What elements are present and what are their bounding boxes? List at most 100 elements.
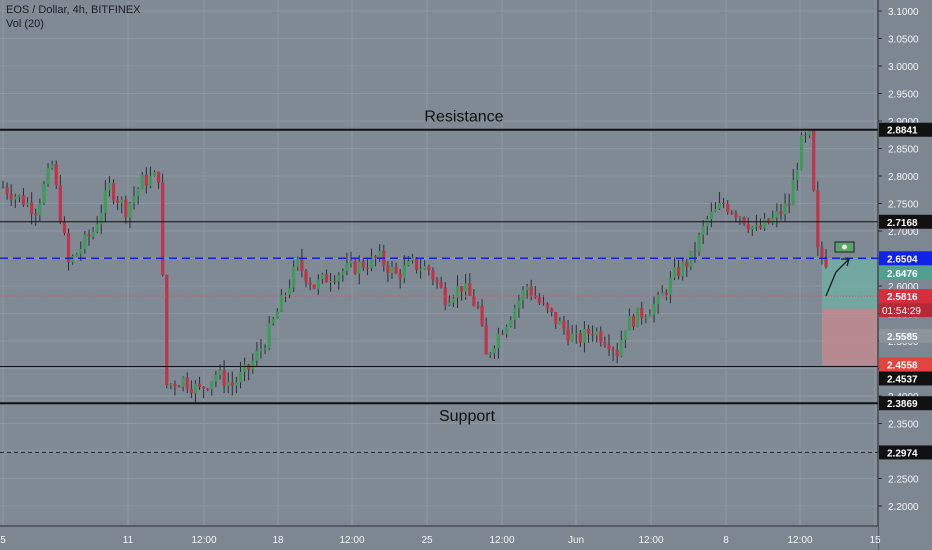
price-tick-label: 2.8000 (888, 172, 919, 183)
price-tag[interactable] (879, 214, 932, 229)
candle-bull (672, 267, 677, 278)
candle-bull (75, 253, 79, 256)
candle-bull (136, 188, 140, 196)
candle-bull (492, 348, 496, 354)
candle-bull (799, 135, 804, 170)
candle-bull (337, 274, 341, 282)
candle-bear (742, 217, 746, 224)
candle-bear (116, 200, 120, 203)
candle-bull (447, 302, 451, 306)
price-scale[interactable]: 3.1000 3.0500 3.0000 2.9500 2.9000 2.8500 2.80… (877, 0, 932, 550)
candle-bull (406, 260, 410, 266)
time-tick-label: 12:00 (191, 535, 216, 546)
candle-bear (676, 267, 681, 277)
price-tick-label: 2.7000 (888, 227, 919, 238)
candle-bull (271, 318, 275, 324)
candle-bull (619, 339, 623, 357)
candle-bear (333, 281, 337, 283)
candle-bear (5, 187, 9, 194)
candle-bear (562, 320, 566, 329)
price-tag[interactable] (879, 122, 932, 137)
price-tag[interactable] (879, 251, 932, 266)
candle-bear (394, 266, 398, 274)
candle-bull (292, 266, 296, 288)
time-axis[interactable]: 5 11 12:00 18 12:00 25 12:00 Jun 12:00 8 12:00 15 (0, 525, 881, 550)
price-tick-label: 2.6000 (888, 282, 919, 293)
price-tag[interactable] (879, 289, 932, 304)
candle-bear (247, 364, 251, 370)
candle-bull (402, 265, 406, 279)
time-tick-label: 11 (123, 535, 134, 546)
candle-bear (202, 386, 206, 389)
candle-bull (652, 304, 656, 315)
candle-bull (263, 348, 267, 350)
candle-bull (709, 211, 713, 219)
candle-bull (95, 224, 99, 232)
price-tag-label: 2.4558 (887, 360, 918, 371)
candle-bear (787, 203, 791, 206)
candle-bull (681, 261, 685, 277)
price-tag[interactable] (879, 357, 932, 372)
price-tag[interactable] (879, 396, 932, 411)
stop-zone[interactable] (822, 308, 877, 366)
candle-bull (455, 285, 460, 299)
horizontal-levels[interactable] (0, 128, 878, 453)
candle-bear (374, 256, 378, 259)
candle-bull (775, 211, 779, 218)
price-tick-label: 2.2000 (888, 502, 919, 513)
price-tag[interactable] (879, 371, 932, 386)
candle-bull (644, 317, 648, 319)
candle-bear (21, 195, 26, 206)
candle-bull (267, 323, 271, 349)
candle-bear (312, 284, 316, 289)
candle-bull (279, 294, 284, 312)
candle-bear (361, 261, 365, 268)
candle-bull (128, 203, 132, 218)
candle-bull (623, 330, 627, 340)
candle-bull (783, 203, 787, 215)
candle-bear (230, 382, 234, 386)
candle-bear (304, 270, 308, 282)
candle-bull (25, 202, 30, 206)
candle-bull (451, 298, 455, 303)
candle-bear (591, 334, 595, 336)
candle-bull (259, 348, 263, 351)
price-tick-label: 2.7500 (888, 200, 919, 211)
candle-bear (177, 386, 181, 388)
price-tag[interactable] (879, 328, 932, 343)
price-tick-label: 2.8500 (888, 145, 919, 156)
time-tick-label: 12:00 (787, 535, 812, 546)
candle-bear (726, 204, 730, 213)
volume-indicator-label[interactable]: Vol (20) (6, 18, 44, 30)
candle-bull (488, 353, 492, 355)
candle-bull (357, 261, 361, 274)
price-tag[interactable] (879, 265, 932, 280)
candle-bear (730, 212, 734, 214)
candle-bull (132, 195, 136, 204)
candle-bull (705, 218, 709, 227)
candle-bull (251, 360, 255, 370)
candle-bear (427, 266, 431, 271)
price-tick-label: 2.9000 (888, 117, 919, 128)
candle-bull (210, 381, 214, 390)
price-tick-label: 3.0500 (888, 35, 919, 46)
candle-bear (300, 258, 304, 271)
candle-bull (17, 195, 21, 197)
candle-bull (369, 256, 374, 269)
candle-bull (181, 377, 185, 387)
candle-bear (54, 164, 58, 186)
candle-bull (660, 292, 664, 296)
candle-bear (550, 308, 554, 313)
price-tick-label: 2.3500 (888, 420, 919, 431)
candle-bear (500, 333, 505, 335)
candle-bear (173, 383, 177, 387)
candle-bear (529, 286, 533, 296)
candle-bear (758, 225, 763, 229)
support-label: Support (439, 408, 496, 425)
candle-bear (537, 297, 541, 303)
candle-bull (341, 271, 345, 275)
price-tag[interactable] (879, 445, 932, 460)
candle-bear (820, 247, 824, 258)
candle-bear (156, 171, 161, 183)
